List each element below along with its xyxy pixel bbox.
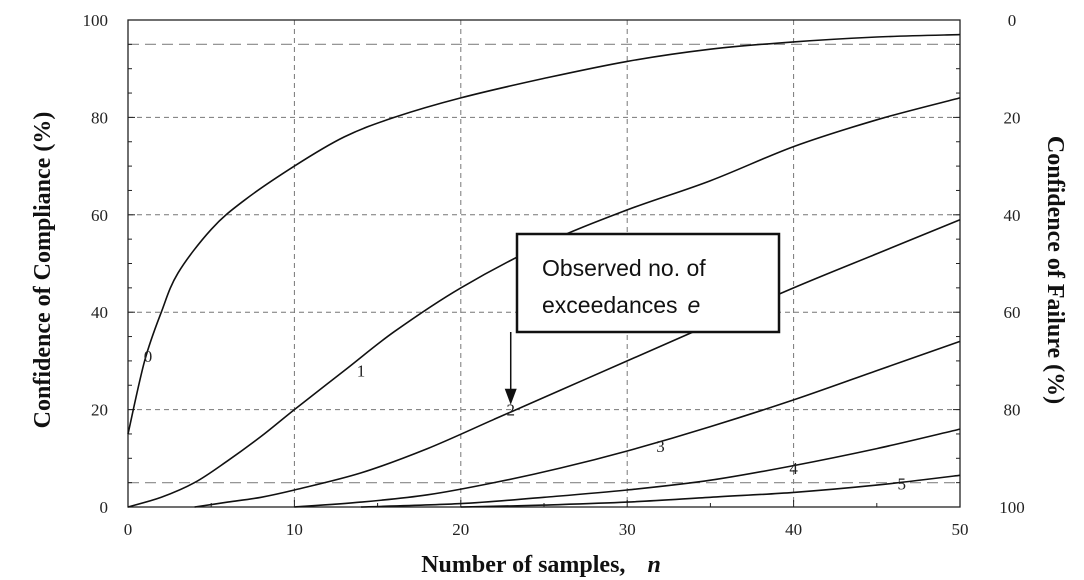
curve-label-e5: 5 (898, 475, 907, 494)
right-y-tick-label: 80 (1004, 401, 1021, 420)
curve-e2 (194, 218, 961, 508)
right-y-tick-labels: 0 20 40 60 80 100 (999, 11, 1025, 517)
callout-arrow-head (504, 388, 517, 405)
curve-e4 (360, 428, 961, 508)
curve-e5 (460, 474, 961, 508)
left-y-tick-label: 80 (91, 108, 108, 127)
x-tick-label: 20 (452, 520, 469, 539)
right-y-tick-label: 100 (999, 498, 1025, 517)
curve-label-e2: 2 (506, 401, 515, 420)
x-tick-label: 40 (785, 520, 802, 539)
callout-line-2: exceedances e (542, 292, 700, 318)
reference-lines (128, 43, 960, 484)
curve-e3 (294, 340, 961, 508)
callout-box (515, 232, 781, 334)
left-y-tick-label: 40 (91, 303, 108, 322)
x-tick-label: 50 (952, 520, 969, 539)
left-y-axis-title: Confidence of Compliance (%) (30, 112, 56, 429)
left-y-tick-label: 20 (91, 401, 108, 420)
left-y-tick-label: 0 (100, 498, 109, 517)
x-axis-variable: n (647, 552, 660, 578)
series-labels: 0 1 2 3 4 5 (144, 347, 906, 494)
curve-label-e1: 1 (357, 362, 366, 381)
left-y-tick-label: 100 (83, 11, 109, 30)
left-y-tick-label: 60 (91, 206, 108, 225)
callout-variable: e (688, 292, 701, 318)
callout-line-1: Observed no. of (542, 255, 706, 281)
x-tick-label: 10 (286, 520, 303, 539)
curve-label-e3: 3 (656, 437, 665, 456)
curve-label-e4: 4 (789, 459, 798, 478)
x-tick-labels: 0 10 20 30 40 50 (124, 520, 969, 539)
x-axis-title: Number of samples, n (421, 552, 661, 578)
series-curves (127, 33, 961, 508)
right-y-tick-label: 20 (1004, 108, 1021, 127)
x-axis-title-text: Number of samples, (421, 552, 625, 578)
right-y-axis-title: Confidence of Failure (%) (1042, 136, 1068, 404)
left-y-tick-labels: 0 20 40 60 80 100 (83, 11, 109, 517)
right-y-tick-label: 0 (1008, 11, 1017, 30)
x-tick-label: 0 (124, 520, 133, 539)
callout-line-2-text: exceedances (542, 292, 678, 318)
right-y-tick-label: 60 (1004, 303, 1021, 322)
curve-e0 (127, 33, 961, 435)
right-y-tick-label: 40 (1004, 206, 1021, 225)
x-tick-label: 30 (619, 520, 636, 539)
curve-label-e0: 0 (144, 347, 153, 366)
annotation-callout: Observed no. of exceedances e (504, 232, 781, 405)
curve-e1 (127, 97, 961, 508)
